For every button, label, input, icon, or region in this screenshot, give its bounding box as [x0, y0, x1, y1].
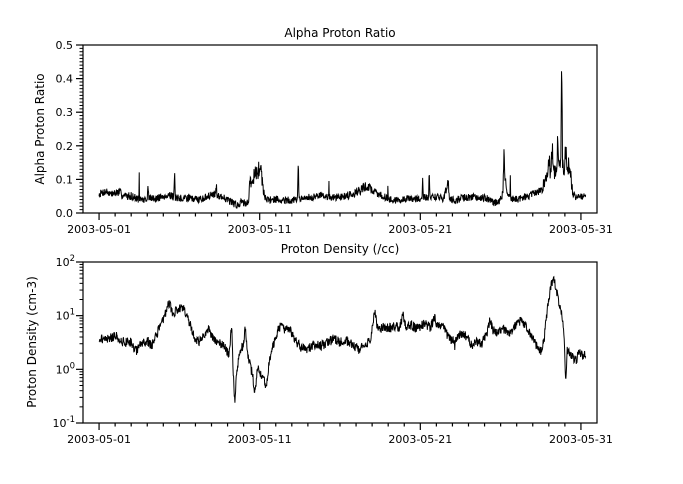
x-tick-label: 2003-05-01 [67, 223, 131, 236]
y-tick-label: 0.4 [56, 73, 74, 86]
top-panel-title: Alpha Proton Ratio [284, 26, 396, 40]
y-tick-label: 10-1 [53, 415, 75, 430]
y-tick-label: 100 [56, 361, 75, 376]
x-tick-label: 2003-05-21 [388, 223, 452, 236]
x-tick-label: 2003-05-01 [67, 433, 131, 446]
y-tick-label: 0.2 [56, 140, 74, 153]
x-tick-label: 2003-05-11 [228, 223, 292, 236]
panel-top: 2003-05-01 2003-05-11 2003-05-21 2003-05-31… [56, 39, 613, 236]
y-tick-label: 0.1 [56, 173, 74, 186]
y-tick-label: 102 [56, 254, 75, 269]
x-tick-label: 2003-05-31 [549, 223, 613, 236]
y-tick-label: 0.3 [56, 106, 74, 119]
y-tick-label: 0.0 [56, 207, 74, 220]
panel-bottom: 2003-05-01 2003-05-11 2003-05-21 2003-05-31… [53, 254, 613, 446]
bottom-panel-title: Proton Density (/cc) [280, 242, 400, 256]
bottom-panel-y-axis-label: Proton Density (cm-3) [25, 276, 39, 408]
x-tick-label: 2003-05-11 [228, 433, 292, 446]
data-series-line [98, 71, 587, 209]
x-tick-label: 2003-05-31 [549, 433, 613, 446]
plot-frame [82, 44, 598, 214]
top-panel-y-axis-label: Alpha Proton Ratio [33, 73, 47, 185]
y-tick-label: 0.5 [56, 39, 74, 52]
data-series-line [98, 275, 587, 403]
x-tick-label: 2003-05-21 [388, 433, 452, 446]
y-tick-label: 101 [56, 308, 75, 323]
